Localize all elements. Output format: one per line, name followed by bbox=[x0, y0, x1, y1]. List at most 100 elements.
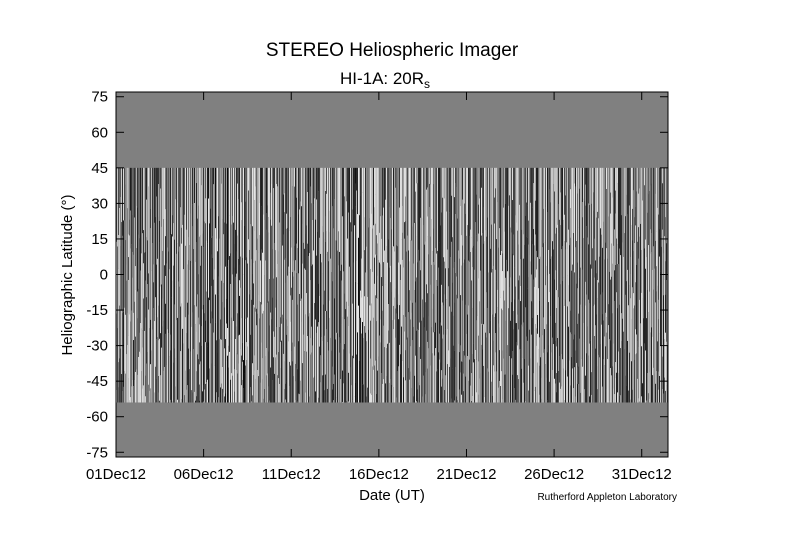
texture-streak bbox=[384, 168, 385, 251]
texture-streak bbox=[207, 243, 208, 346]
texture-streak bbox=[458, 344, 459, 403]
texture-streak bbox=[218, 397, 219, 402]
texture-streak bbox=[441, 212, 442, 284]
texture-streak bbox=[172, 215, 173, 236]
texture-streak bbox=[656, 168, 657, 232]
texture-streak bbox=[380, 343, 381, 403]
texture-streak bbox=[118, 387, 119, 402]
texture-streak bbox=[238, 259, 239, 336]
texture-streak bbox=[170, 350, 171, 400]
texture-streak bbox=[582, 168, 583, 202]
texture-streak bbox=[153, 168, 154, 265]
texture-streak bbox=[501, 231, 502, 251]
texture-streak bbox=[528, 221, 529, 245]
texture-streak bbox=[662, 183, 663, 205]
texture-streak bbox=[213, 168, 214, 184]
texture-streak bbox=[613, 246, 614, 265]
texture-streak bbox=[301, 299, 302, 322]
texture-streak bbox=[529, 330, 530, 403]
texture-streak bbox=[550, 316, 551, 402]
texture-streak bbox=[654, 269, 655, 374]
texture-streak bbox=[387, 344, 388, 403]
texture-streak bbox=[320, 254, 321, 355]
texture-streak bbox=[230, 284, 231, 338]
texture-streak bbox=[405, 197, 406, 222]
texture-streak bbox=[327, 252, 328, 342]
texture-streak bbox=[150, 228, 151, 320]
texture-streak bbox=[290, 322, 291, 366]
texture-streak bbox=[464, 356, 465, 403]
y-tick-label: 45 bbox=[91, 160, 108, 177]
texture-streak bbox=[651, 183, 652, 233]
texture-streak bbox=[482, 233, 483, 325]
texture-streak bbox=[159, 168, 160, 221]
texture-streak bbox=[151, 271, 152, 351]
texture-streak bbox=[502, 351, 503, 400]
texture-streak bbox=[174, 304, 175, 348]
texture-streak bbox=[586, 226, 587, 294]
texture-streak bbox=[373, 318, 374, 370]
texture-streak bbox=[396, 314, 397, 398]
x-tick-label: 01Dec12 bbox=[86, 466, 146, 483]
texture-streak bbox=[626, 281, 627, 386]
texture-streak bbox=[383, 208, 384, 263]
texture-streak bbox=[241, 168, 242, 202]
texture-streak bbox=[635, 168, 636, 207]
texture-streak bbox=[208, 168, 209, 199]
texture-streak bbox=[177, 400, 178, 403]
texture-streak bbox=[416, 331, 417, 402]
texture-streak bbox=[178, 282, 179, 315]
texture-streak bbox=[122, 391, 123, 402]
texture-streak bbox=[394, 251, 395, 297]
texture-streak bbox=[611, 168, 612, 244]
texture-streak bbox=[524, 307, 525, 359]
texture-streak bbox=[421, 168, 422, 262]
texture-streak bbox=[178, 314, 179, 402]
y-tick-label: 15 bbox=[91, 231, 108, 248]
texture-streak bbox=[612, 197, 613, 263]
texture-streak bbox=[532, 302, 533, 318]
texture-streak bbox=[525, 168, 526, 216]
texture-streak bbox=[334, 298, 335, 374]
texture-streak bbox=[587, 238, 588, 327]
texture-streak bbox=[341, 280, 342, 324]
texture-streak bbox=[197, 168, 198, 219]
texture-streak bbox=[147, 352, 148, 403]
texture-streak bbox=[233, 168, 234, 223]
texture-streak bbox=[606, 317, 607, 332]
texture-streak bbox=[591, 372, 592, 395]
texture-streak bbox=[354, 168, 355, 226]
texture-streak bbox=[654, 230, 655, 269]
texture-streak bbox=[588, 244, 589, 299]
texture-streak bbox=[527, 168, 528, 206]
texture-streak bbox=[401, 168, 402, 240]
texture-streak bbox=[454, 302, 455, 351]
texture-streak bbox=[627, 168, 628, 215]
texture-streak bbox=[333, 228, 334, 279]
texture-streak bbox=[148, 187, 149, 274]
texture-streak bbox=[199, 324, 200, 342]
texture-streak bbox=[383, 168, 384, 208]
texture-streak bbox=[275, 250, 276, 269]
texture-streak bbox=[426, 331, 427, 403]
texture-streak bbox=[441, 387, 442, 403]
texture-streak bbox=[137, 168, 138, 207]
texture-streak bbox=[383, 262, 384, 326]
texture-streak bbox=[380, 320, 381, 343]
x-axis-label: Date (UT) bbox=[359, 487, 425, 504]
texture-streak bbox=[315, 391, 316, 402]
texture-streak bbox=[533, 373, 534, 402]
texture-streak bbox=[151, 351, 152, 403]
texture-streak bbox=[472, 396, 473, 402]
texture-streak bbox=[261, 343, 262, 403]
texture-streak bbox=[356, 261, 357, 355]
texture-streak bbox=[279, 384, 280, 403]
texture-streak bbox=[229, 168, 230, 215]
texture-streak bbox=[220, 265, 221, 319]
texture-streak bbox=[371, 168, 372, 214]
texture-streak bbox=[250, 224, 251, 265]
texture-streak bbox=[418, 330, 419, 382]
texture-streak bbox=[651, 233, 652, 252]
texture-streak bbox=[539, 366, 540, 395]
texture-streak bbox=[247, 264, 248, 318]
